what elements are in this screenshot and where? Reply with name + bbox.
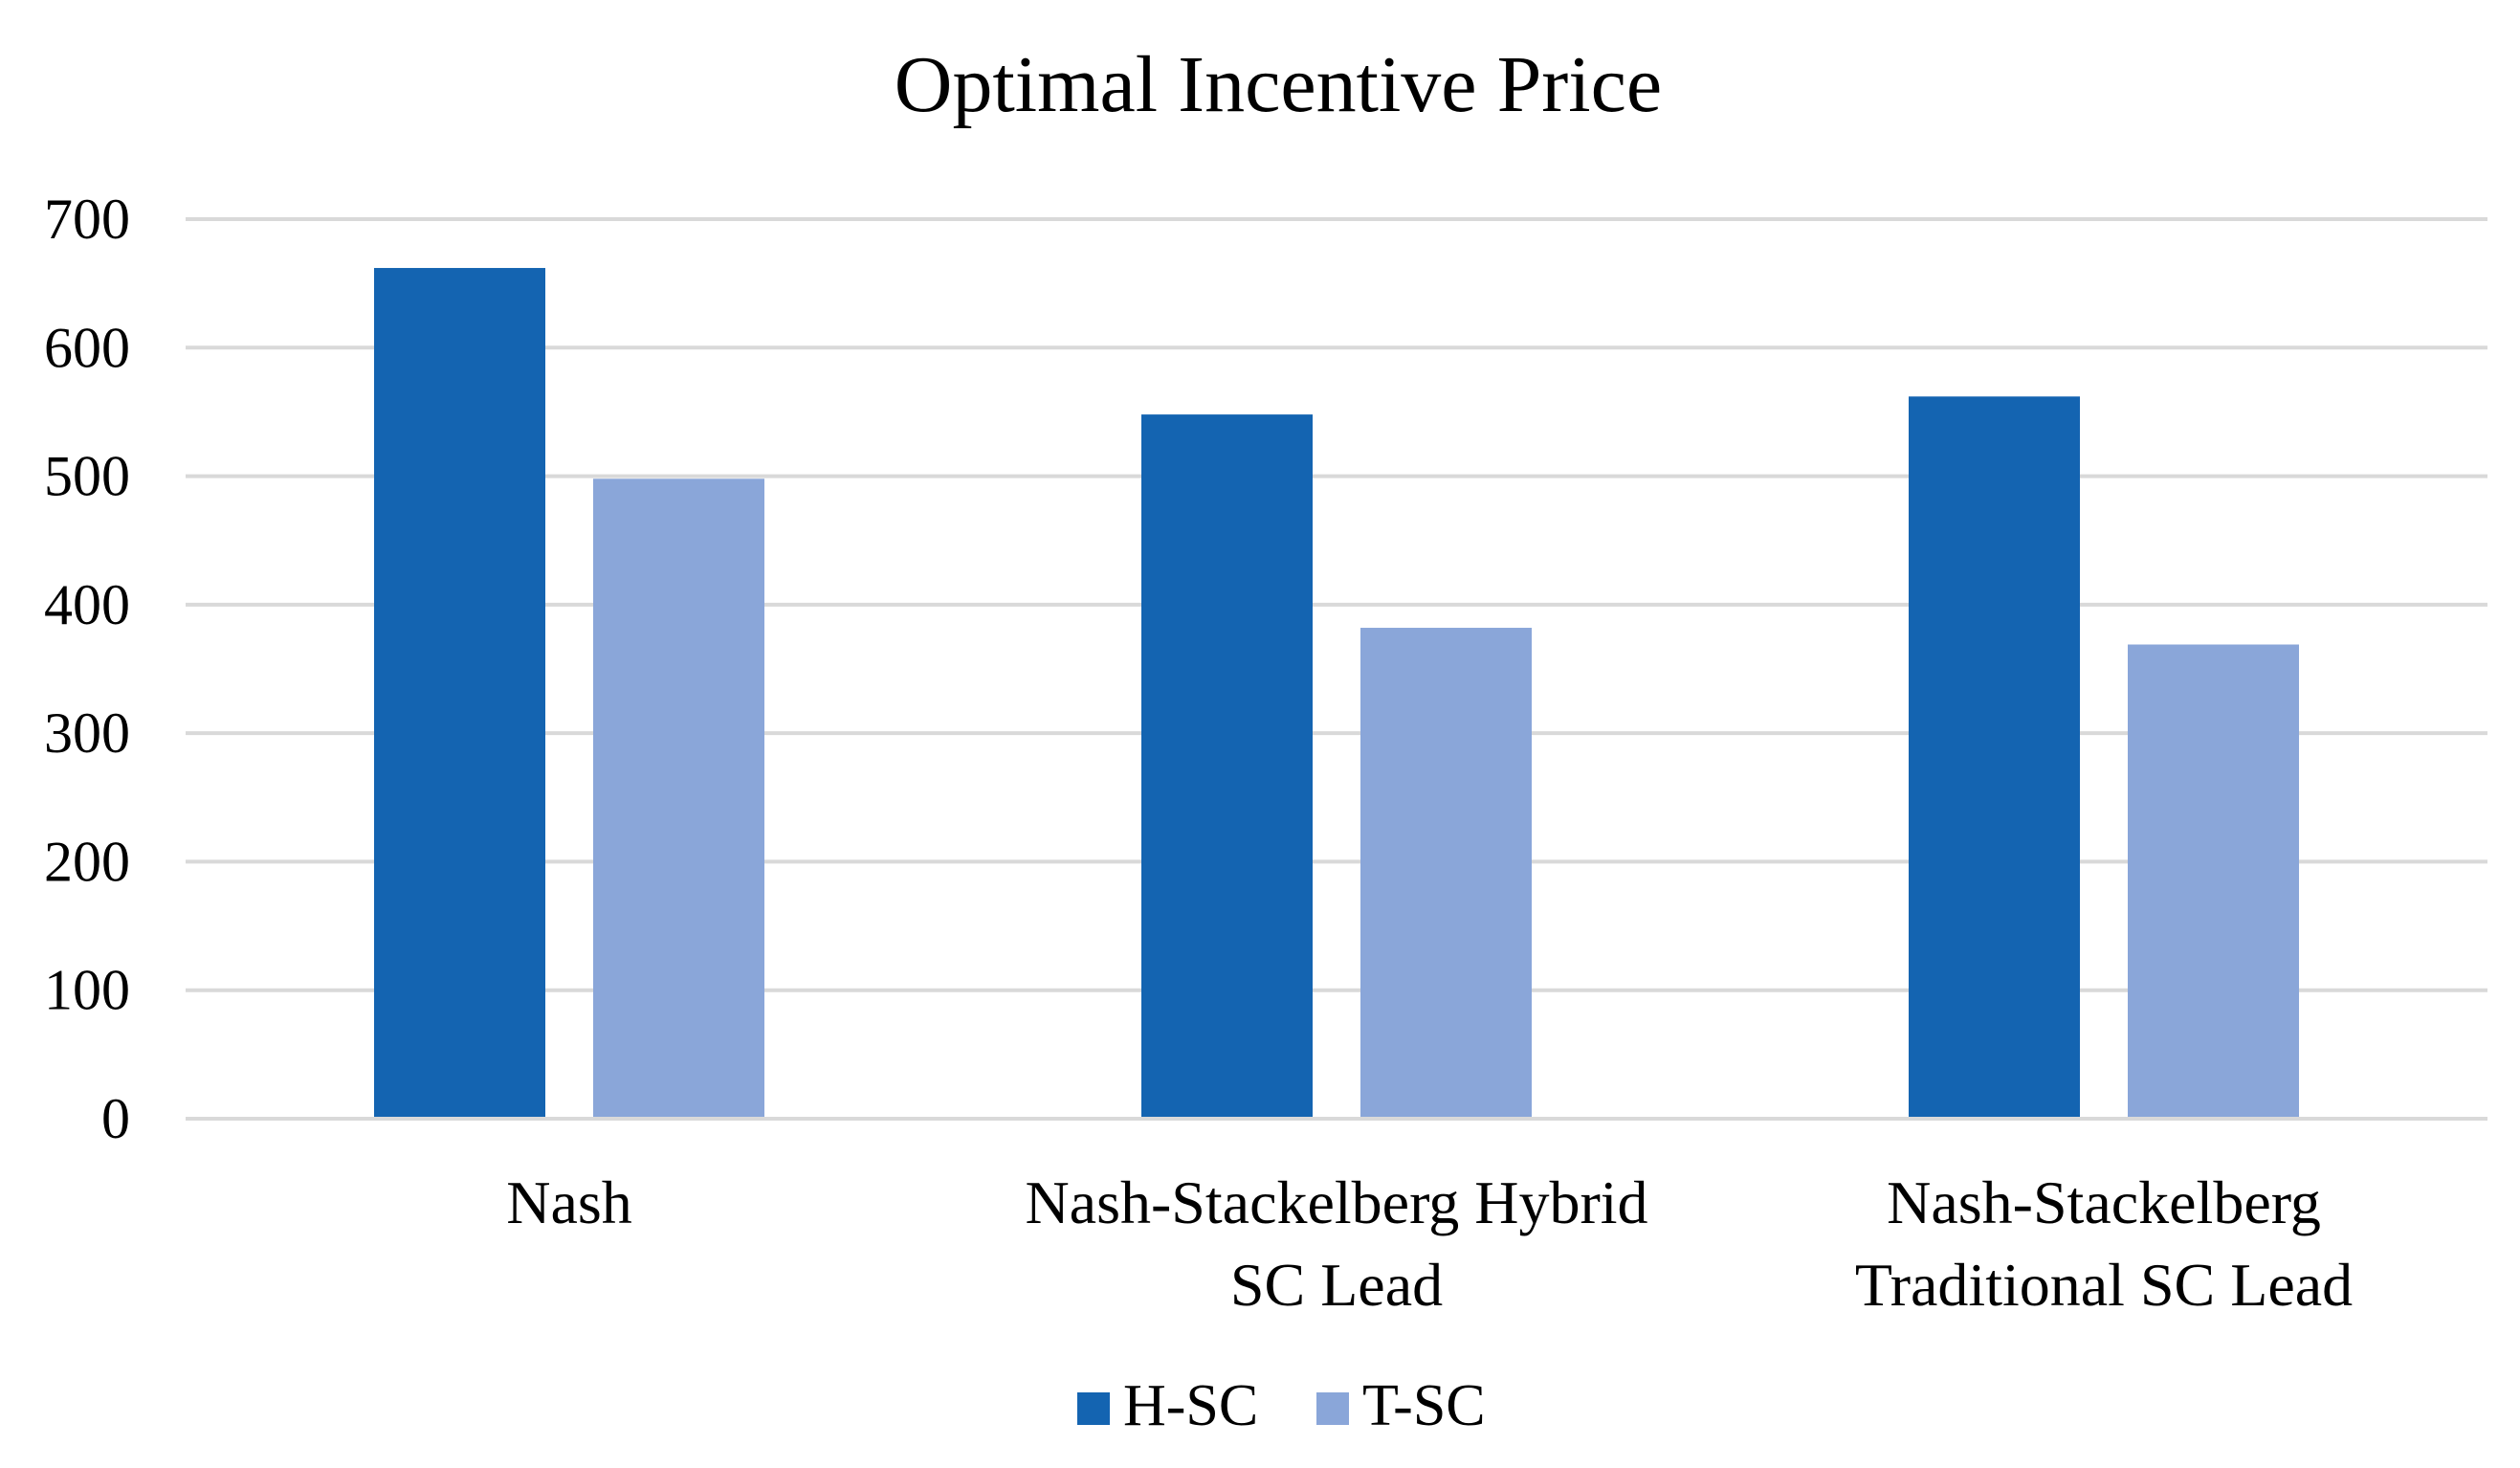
bar-h-sc-1: [374, 268, 545, 1119]
category-label: SC Lead: [1230, 1251, 1443, 1319]
legend-label-h-sc: H-SC: [1123, 1373, 1258, 1438]
bars: [374, 268, 2299, 1120]
gridlines: [186, 217, 2487, 992]
legend: H-SC T-SC: [1077, 1373, 1486, 1438]
bar-t-sc-3: [2128, 644, 2299, 1119]
legend-swatch-h-sc: [1077, 1392, 1110, 1425]
category-label: Nash-Stackelberg: [1887, 1168, 2321, 1236]
category-labels: Nash Nash-Stackelberg Hybrid SC Lead Nash-S…: [506, 1168, 2353, 1319]
y-tick-label: 500: [44, 445, 130, 508]
y-tick-label: 400: [44, 573, 130, 636]
chart-title: Optimal Incentive Price: [895, 40, 1662, 129]
category-label: Nash: [506, 1168, 632, 1236]
bar-h-sc-2: [1141, 414, 1313, 1120]
y-tick-label: 200: [44, 830, 130, 893]
y-axis-ticks: 0 100 200 300 400 500 600 700: [44, 188, 130, 1150]
y-tick-label: 300: [44, 701, 130, 765]
legend-swatch-t-sc: [1316, 1392, 1349, 1425]
y-tick-label: 700: [44, 188, 130, 251]
category-label: Traditional SC Lead: [1855, 1251, 2353, 1319]
y-tick-label: 600: [44, 316, 130, 379]
bar-h-sc-3: [1909, 396, 2080, 1119]
category-label: Nash-Stackelberg Hybrid: [1025, 1168, 1647, 1236]
y-tick-label: 0: [101, 1087, 130, 1150]
bar-t-sc-2: [1360, 628, 1532, 1119]
y-tick-label: 100: [44, 959, 130, 1022]
bar-t-sc-1: [593, 478, 764, 1119]
legend-label-t-sc: T-SC: [1362, 1373, 1486, 1438]
